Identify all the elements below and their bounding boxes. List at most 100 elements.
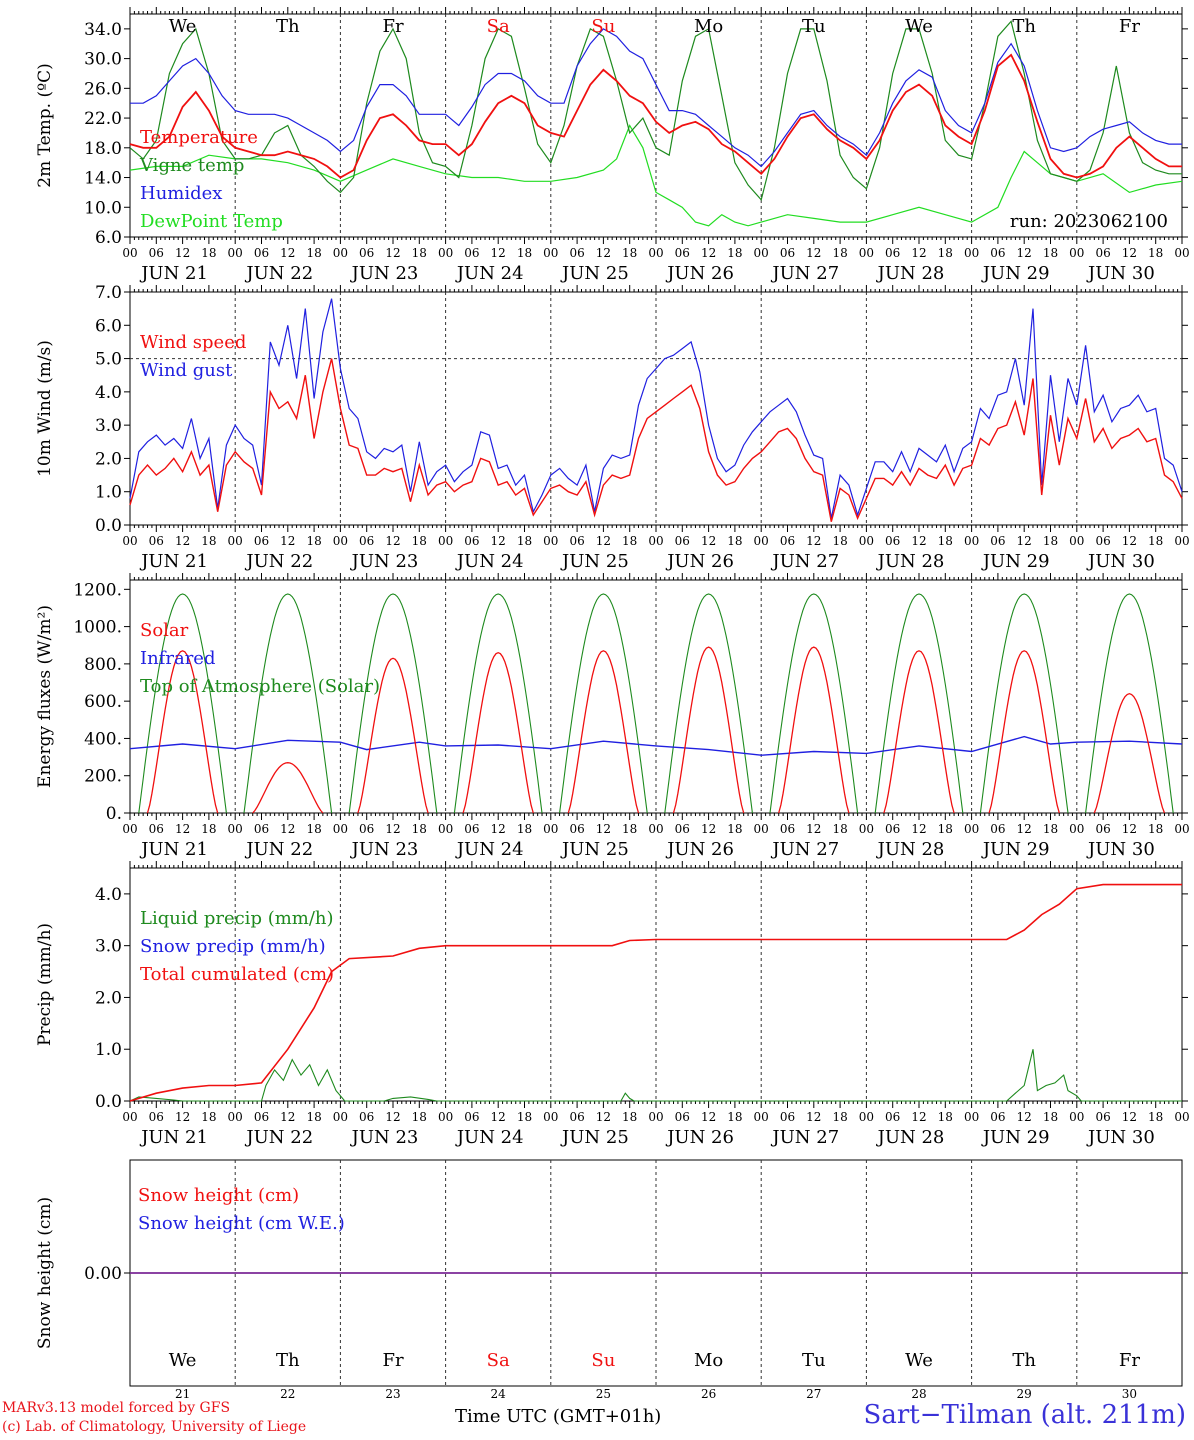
hour-tick-label: 06 [780,246,795,260]
hour-tick-label: 00 [964,1110,979,1124]
y-axis-label: Precip (mm/h) [35,923,55,1046]
hour-tick-label: 00 [333,246,348,260]
hour-tick-label: 00 [754,822,769,836]
hour-tick-label: 18 [622,246,637,260]
hour-tick-label: 18 [727,822,742,836]
y-tick-label: 5.0 [95,350,122,370]
hour-tick-label: 12 [596,246,611,260]
hour-tick-label: 18 [201,822,216,836]
y-tick-label: 3.0 [95,416,122,436]
date-label: JUN 25 [560,1127,629,1148]
hour-tick-label: 12 [596,822,611,836]
series-line-solar [462,651,534,814]
hour-tick-label: 00 [438,246,453,260]
model-credit-line: MARv3.13 model forced by GFS [2,1400,231,1416]
date-label: JUN 22 [244,1127,313,1148]
hour-tick-label: 18 [622,534,637,548]
date-label: JUN 27 [770,839,839,860]
weekday-label: Fr [382,1350,403,1371]
hour-tick-label: 06 [359,822,374,836]
hour-tick-label: 00 [1069,246,1084,260]
hour-tick-label: 12 [701,246,716,260]
hour-tick-label: 06 [990,1110,1005,1124]
date-label: JUN 27 [770,1127,839,1148]
hour-tick-label: 00 [648,246,663,260]
y-tick-label: 1000. [73,618,122,638]
hour-tick-label: 12 [280,822,295,836]
hour-tick-label: 12 [280,534,295,548]
hour-tick-label: 18 [201,534,216,548]
y-axis-label: Energy fluxes (W/m²) [35,605,55,788]
y-tick-label: 6.0 [95,316,122,336]
legend-entry: Wind gust [140,360,233,381]
day-number-label: 29 [1017,1387,1032,1400]
hour-tick-label: 18 [306,246,321,260]
hour-tick-label: 12 [596,1110,611,1124]
hour-tick-label: 00 [543,534,558,548]
hour-tick-label: 00 [1174,822,1189,836]
hour-tick-label: 06 [464,534,479,548]
hour-tick-label: 06 [990,246,1005,260]
series-line-toa [348,593,438,814]
hour-tick-label: 06 [254,1110,269,1124]
date-label: JUN 28 [876,1127,945,1148]
legend-entry: Liquid precip (mm/h) [140,908,334,929]
date-label: JUN 30 [1086,839,1155,860]
hour-tick-label: 06 [569,534,584,548]
hour-tick-label: 06 [885,534,900,548]
hour-tick-label: 12 [911,1110,926,1124]
hour-tick-label: 18 [412,1110,427,1124]
hour-tick-label: 12 [911,246,926,260]
hour-tick-label: 18 [727,1110,742,1124]
date-label: JUN 27 [770,263,839,284]
hour-tick-label: 06 [675,822,690,836]
series-line-toa [243,593,333,814]
hour-tick-label: 00 [333,822,348,836]
y-tick-label: 22.0 [84,109,122,129]
date-label: JUN 29 [981,263,1050,284]
series-line-wind-gust [129,298,1183,519]
y-tick-label: 10.0 [84,198,122,218]
hour-tick-label: 00 [333,1110,348,1124]
hour-tick-label: 06 [780,822,795,836]
series-line-solar [567,650,640,814]
weekday-label: We [169,1350,197,1371]
weekday-label: We [905,1350,933,1371]
hour-tick-label: 12 [1017,822,1032,836]
hour-tick-label: 12 [701,534,716,548]
hour-tick-label: 18 [517,534,532,548]
weekday-label: We [905,16,933,37]
date-label: JUN 24 [455,263,524,284]
hour-tick-label: 18 [412,534,427,548]
hour-tick-label: 00 [859,534,874,548]
weekday-label: Th [276,16,300,37]
series-line-solar [988,650,1060,814]
y-tick-label: 1200. [73,580,122,600]
hour-tick-label: 00 [859,822,874,836]
date-label: JUN 26 [665,839,734,860]
date-label: JUN 21 [139,263,208,284]
hour-tick-label: 00 [333,534,348,548]
legend-entry: Wind speed [140,332,246,353]
hour-tick-label: 12 [806,246,821,260]
hour-tick-label: 00 [122,822,137,836]
y-tick-label: 0.0 [95,516,122,536]
weekday-label: Fr [1119,16,1140,37]
hour-tick-label: 18 [727,534,742,548]
day-number-label: 30 [1122,1387,1137,1400]
hour-tick-label: 06 [885,822,900,836]
hour-tick-label: 18 [1043,246,1058,260]
hour-tick-label: 18 [1148,1110,1163,1124]
series-line-toa [559,593,648,814]
hour-tick-label: 18 [1043,534,1058,548]
y-tick-label: 1.0 [95,483,122,503]
hour-tick-label: 06 [464,1110,479,1124]
y-tick-label: 2.0 [95,988,122,1008]
hour-tick-label: 12 [1017,1110,1032,1124]
hour-tick-label: 00 [438,822,453,836]
hour-tick-label: 06 [149,246,164,260]
weekday-label: Th [1012,1350,1036,1371]
y-tick-label: 26.0 [84,79,122,99]
series-line-toa [664,593,753,814]
hour-tick-label: 00 [543,1110,558,1124]
